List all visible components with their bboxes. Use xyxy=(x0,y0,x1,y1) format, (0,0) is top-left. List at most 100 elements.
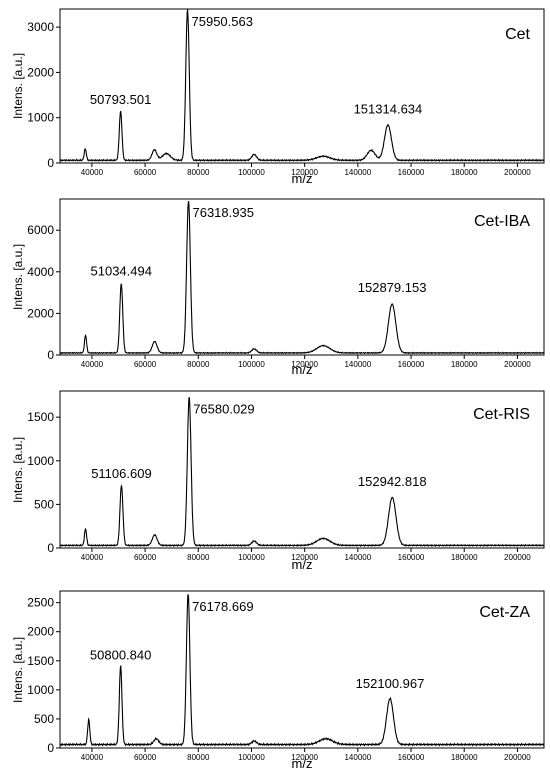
spectrum-panel-cet-ris: 0 500 1000 1500 40000 60000 80000 100000 120000… xyxy=(11,390,545,572)
x-tick-label: 200000 xyxy=(504,553,531,562)
x-tick-label: 200000 xyxy=(504,753,531,762)
x-tick-label: 100000 xyxy=(238,753,265,762)
spectrum-panel-cet-za: 0 500 1000 1500 2000 2500 40000 60000 80000 1000… xyxy=(11,590,545,771)
x-axis-ticks: 40000 60000 80000 100000 120000 140000 160000 1… xyxy=(81,163,531,177)
y-tick-label: 500 xyxy=(34,712,54,726)
x-tick-label: 160000 xyxy=(398,753,425,762)
y-axis-ticks: 0 1000 2000 3000 xyxy=(27,20,60,170)
y-tick-label: 1000 xyxy=(27,111,54,125)
x-tick-label: 180000 xyxy=(451,360,478,369)
x-tick-label: 160000 xyxy=(398,553,425,562)
x-tick-label: 120000 xyxy=(291,753,318,762)
panel-title: Cet-IBA xyxy=(474,213,530,230)
y-tick-label: 0 xyxy=(47,741,54,755)
spectrum-trace xyxy=(59,594,545,747)
y-tick-label: 1000 xyxy=(27,683,54,697)
plot-frame xyxy=(59,8,545,164)
panel-title: Cet xyxy=(505,26,530,43)
x-axis-ticks: 40000 60000 80000 100000 120000 140000 160000 1… xyxy=(81,548,531,562)
plot-frame xyxy=(59,198,545,356)
plot-frame xyxy=(59,390,545,549)
x-tick-label: 60000 xyxy=(134,553,157,562)
x-tick-label: 60000 xyxy=(134,360,157,369)
y-axis-title: Intens. [a.u.] xyxy=(11,637,25,703)
plot-frame xyxy=(59,590,545,749)
spectrum-trace xyxy=(59,397,545,548)
y-tick-label: 0 xyxy=(47,541,54,555)
peak-labels: 50800.840 76178.669 152100.967 xyxy=(90,599,424,691)
x-axis-title: m/z xyxy=(292,171,313,186)
peak-label: 152879.153 xyxy=(358,280,427,295)
x-tick-label: 40000 xyxy=(81,168,104,177)
x-tick-label: 60000 xyxy=(134,753,157,762)
x-axis-title: m/z xyxy=(292,557,313,572)
y-tick-label: 2000 xyxy=(27,65,54,79)
peak-label: 76580.029 xyxy=(193,402,254,417)
y-tick-label: 1500 xyxy=(27,654,54,668)
x-tick-label: 200000 xyxy=(504,360,531,369)
peak-label: 151314.634 xyxy=(354,102,423,117)
x-tick-label: 180000 xyxy=(451,168,478,177)
x-tick-label: 120000 xyxy=(291,168,318,177)
x-tick-label: 100000 xyxy=(238,553,265,562)
peak-labels: 51034.494 76318.935 152879.153 xyxy=(91,205,427,295)
peak-label: 76178.669 xyxy=(192,599,253,614)
x-tick-label: 80000 xyxy=(187,168,210,177)
x-tick-label: 140000 xyxy=(344,753,371,762)
y-tick-label: 0 xyxy=(47,348,54,362)
peak-label: 51106.609 xyxy=(91,466,152,481)
y-tick-label: 1500 xyxy=(27,410,54,424)
x-tick-label: 100000 xyxy=(238,168,265,177)
x-tick-label: 40000 xyxy=(81,753,104,762)
y-axis-ticks: 0 500 1000 1500 2000 2500 xyxy=(27,596,60,755)
y-tick-label: 1000 xyxy=(27,454,54,468)
peak-label: 76318.935 xyxy=(192,205,253,220)
x-tick-label: 180000 xyxy=(451,553,478,562)
peak-label: 152100.967 xyxy=(356,676,425,691)
y-tick-label: 2000 xyxy=(27,625,54,639)
x-tick-label: 160000 xyxy=(398,168,425,177)
x-tick-label: 60000 xyxy=(134,168,157,177)
y-tick-label: 6000 xyxy=(27,223,54,237)
spectrum-trace xyxy=(59,9,545,163)
peak-label: 50793.501 xyxy=(90,92,151,107)
panel-title: Cet-ZA xyxy=(479,604,530,621)
x-tick-label: 80000 xyxy=(187,753,210,762)
x-axis-title: m/z xyxy=(292,362,313,377)
y-tick-label: 3000 xyxy=(27,20,54,34)
y-tick-label: 2500 xyxy=(27,596,54,610)
y-tick-label: 4000 xyxy=(27,265,54,279)
x-tick-label: 120000 xyxy=(291,553,318,562)
spectrum-panel-cet: 0 1000 2000 3000 40000 60000 80000 100000 12000… xyxy=(11,8,545,186)
x-axis-ticks: 40000 60000 80000 100000 120000 140000 160000 1… xyxy=(81,748,531,762)
peak-label: 75950.563 xyxy=(192,14,253,29)
peak-labels: 50793.501 75950.563 151314.634 xyxy=(90,14,423,117)
x-tick-label: 200000 xyxy=(504,168,531,177)
x-tick-label: 40000 xyxy=(81,360,104,369)
x-axis-ticks: 40000 60000 80000 100000 120000 140000 160000 1… xyxy=(81,355,531,369)
y-axis-ticks: 0 500 1000 1500 xyxy=(27,410,60,555)
y-axis-title: Intens. [a.u.] xyxy=(11,53,25,119)
x-tick-label: 100000 xyxy=(238,360,265,369)
y-axis-ticks: 0 2000 4000 6000 xyxy=(27,223,60,362)
y-tick-label: 2000 xyxy=(27,306,54,320)
peak-label: 51034.494 xyxy=(91,263,152,278)
y-axis-title: Intens. [a.u.] xyxy=(11,244,25,310)
x-tick-label: 180000 xyxy=(451,753,478,762)
x-tick-label: 140000 xyxy=(344,360,371,369)
peak-labels: 51106.609 76580.029 152942.818 xyxy=(91,402,426,489)
x-tick-label: 80000 xyxy=(187,553,210,562)
x-tick-label: 140000 xyxy=(344,553,371,562)
x-tick-label: 80000 xyxy=(187,360,210,369)
peak-label: 50800.840 xyxy=(90,648,151,663)
x-tick-label: 40000 xyxy=(81,553,104,562)
y-tick-label: 0 xyxy=(47,156,54,170)
y-axis-title: Intens. [a.u.] xyxy=(11,437,25,503)
x-axis-title: m/z xyxy=(292,756,313,771)
x-tick-label: 140000 xyxy=(344,168,371,177)
peak-label: 152942.818 xyxy=(358,474,427,489)
x-tick-label: 160000 xyxy=(398,360,425,369)
panel-title: Cet-RIS xyxy=(473,406,530,423)
